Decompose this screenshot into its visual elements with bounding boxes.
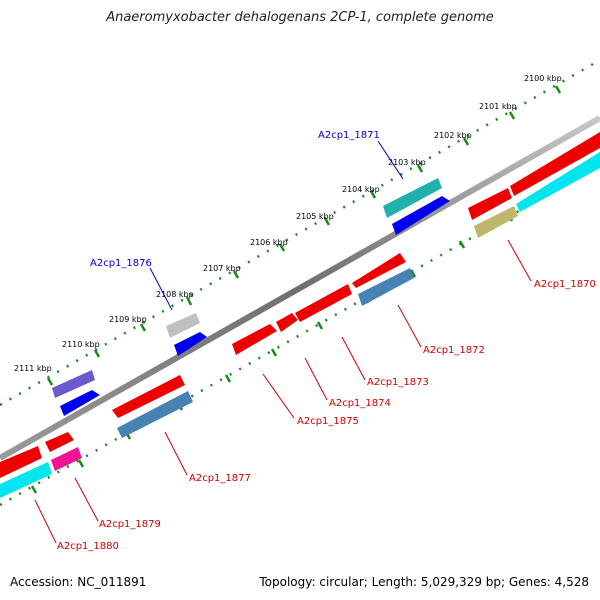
feature-arrow xyxy=(52,370,95,398)
kbp-labels: 2100 kbp 2101 kbp 2102 kbp 2103 kbp 2104… xyxy=(14,74,562,373)
kbp-label: 2105 kbp xyxy=(296,212,334,221)
feature-arrow xyxy=(510,132,600,196)
feature-arrow xyxy=(295,284,352,322)
kbp-label: 2101 kbp xyxy=(479,102,517,111)
kbp-label: 2110 kbp xyxy=(62,340,100,349)
feature-arrow xyxy=(276,313,298,332)
feature-arrow xyxy=(383,178,442,218)
gene-label: A2cp1_1875 xyxy=(297,416,359,427)
kbp-label: 2107 kbp xyxy=(203,264,241,273)
feature-arrow xyxy=(117,391,193,438)
outer-major-ticks xyxy=(46,85,562,386)
feature-arrow xyxy=(358,268,414,306)
feature-arrow xyxy=(174,332,207,356)
gene-labels-lower: A2cp1_1870 A2cp1_1872 A2cp1_1873 A2cp1_1… xyxy=(57,279,596,552)
kbp-label: 2108 kbp xyxy=(156,290,194,299)
gene-label: A2cp1_1877 xyxy=(189,473,251,484)
kbp-label: 2103 kbp xyxy=(388,158,426,167)
feature-arrow xyxy=(392,196,450,235)
leaders-upper xyxy=(149,140,404,311)
feature-arrow xyxy=(352,253,406,288)
feature-arrow xyxy=(0,462,52,498)
gene-label: A2cp1_1879 xyxy=(99,519,161,530)
feature-arrow xyxy=(232,324,277,355)
genome-title: Anaeromyxobacter dehalogenans 2CP-1, com… xyxy=(106,10,494,25)
gene-label: A2cp1_1873 xyxy=(367,377,429,388)
kbp-label: 2100 kbp xyxy=(524,74,562,83)
outer-tick-ring xyxy=(0,58,600,407)
feature-arrow xyxy=(51,447,82,471)
feature-arrow xyxy=(474,206,518,238)
feature-arrow xyxy=(45,432,74,452)
gene-label: A2cp1_1880 xyxy=(57,541,119,552)
feature-arrow xyxy=(60,390,100,416)
kbp-label: 2106 kbp xyxy=(250,238,288,247)
gene-label: A2cp1_1874 xyxy=(329,398,391,409)
gene-label: A2cp1_1870 xyxy=(534,279,596,290)
gene-label: A2cp1_1872 xyxy=(423,345,485,356)
features-lower xyxy=(0,132,600,498)
gene-label: A2cp1_1871 xyxy=(318,130,380,141)
genome-backbone xyxy=(0,115,600,461)
genome-summary: Topology: circular; Length: 5,029,329 bp… xyxy=(259,575,589,589)
kbp-label: 2104 kbp xyxy=(342,185,380,194)
features-upper xyxy=(52,178,450,416)
feature-arrow xyxy=(166,313,200,338)
feature-arrow xyxy=(468,188,512,220)
gene-label: A2cp1_1876 xyxy=(90,258,152,269)
feature-arrow xyxy=(112,375,185,418)
leaders-lower xyxy=(34,239,532,544)
accession-text: Accession: NC_011891 xyxy=(10,575,147,589)
kbp-label: 2102 kbp xyxy=(434,131,472,140)
gene-labels-upper: A2cp1_1871 A2cp1_1876 xyxy=(90,130,380,269)
feature-arrow xyxy=(516,152,600,212)
kbp-label: 2111 kbp xyxy=(14,364,52,373)
kbp-label: 2109 kbp xyxy=(109,315,147,324)
feature-arrow xyxy=(0,446,42,478)
